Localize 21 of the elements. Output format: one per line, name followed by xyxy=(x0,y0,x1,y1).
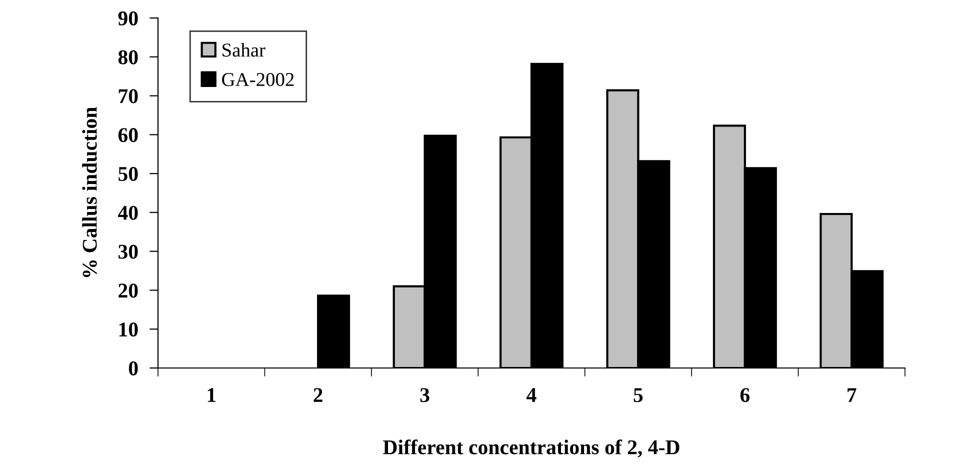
x-tick-label: 6 xyxy=(740,388,750,402)
y-tick-label: 0 xyxy=(128,361,138,376)
y-tick-label: 90 xyxy=(118,11,138,26)
y-tick-label: 80 xyxy=(118,50,138,64)
y-tick-label: 20 xyxy=(118,284,138,298)
y-tick-label: 70 xyxy=(118,89,138,104)
x-tick-label: 4 xyxy=(526,388,536,402)
x-tick-label: 1 xyxy=(208,388,216,402)
y-tick-label: 10 xyxy=(119,322,138,337)
legend-label: GA-2002 xyxy=(222,72,294,86)
x-tick-label: 3 xyxy=(420,388,430,402)
x-tick-label: 2 xyxy=(314,388,322,402)
legend-label: Sahar xyxy=(222,43,266,57)
x-axis-title: Different concentrations of 2, 4-D xyxy=(383,439,680,458)
y-axis-title: % Callus induction xyxy=(82,107,97,278)
y-tick-label: 40 xyxy=(118,206,138,220)
y-tick-label: 50 xyxy=(118,166,138,181)
x-tick-label: 5 xyxy=(634,388,643,402)
y-tick-label: 30 xyxy=(118,244,138,259)
x-tick-label: 7 xyxy=(848,388,856,402)
y-tick-label: 60 xyxy=(118,128,138,142)
